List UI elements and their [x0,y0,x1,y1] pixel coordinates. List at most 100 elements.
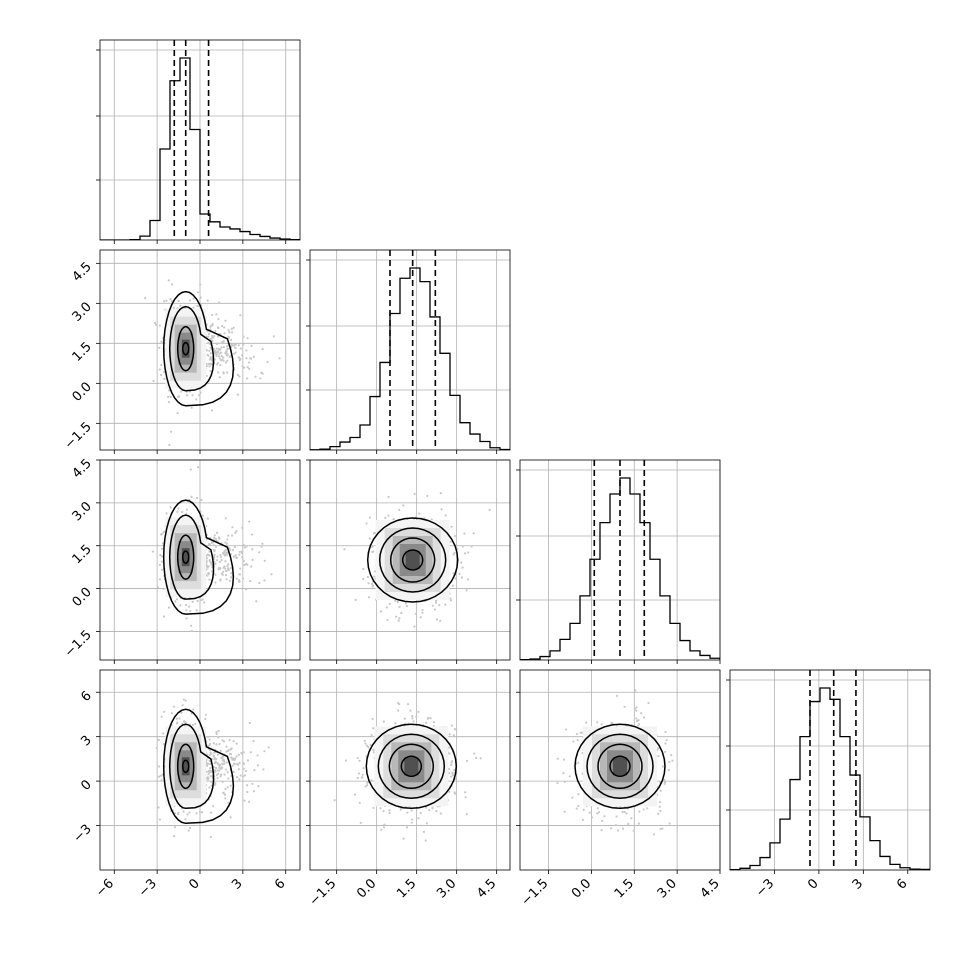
scatter-point [601,820,603,822]
scatter-point [369,516,371,518]
x-tick-label: 3.0 [434,876,459,901]
histogram-step [310,268,510,450]
scatter-point [190,625,192,627]
scatter-point [577,805,579,807]
scatter-point [228,337,230,339]
scatter-point [218,537,220,539]
scatter-point [189,827,191,829]
scatter-point [231,759,233,761]
y-tick-label: −1.5 [62,628,95,661]
scatter-point [197,291,199,293]
scatter-point [158,739,160,741]
scatter-point [207,518,209,520]
scatter-point [603,815,605,817]
scatter-point [176,511,178,513]
scatter-point [224,560,226,562]
scatter-point [250,751,252,753]
scatter-point [246,564,248,566]
scatter-point [253,790,255,792]
scatter-point [466,589,468,591]
scatter-point [388,809,390,811]
scatter-point [664,751,666,753]
scatter-point [227,563,229,565]
scatter-point [215,767,217,769]
scatter-point [196,305,198,307]
scatter-point [438,604,440,606]
panel-3-2: −1.5 0.0 1.5 3.0 4.5 [516,670,723,909]
scatter-point [238,768,240,770]
scatter-point [225,574,227,576]
scatter-point [250,357,252,359]
scatter-point [207,778,209,780]
x-tick-label: 6 [272,876,288,892]
x-tick-label: 0.0 [569,876,594,901]
scatter-point [379,807,381,809]
scatter-point [241,556,243,558]
scatter-point [243,763,245,765]
scatter-point [398,509,400,511]
scatter-point [596,812,598,814]
scatter-point [192,297,194,299]
scatter-point [450,526,452,528]
scatter-point [562,772,564,774]
scatter-point [557,758,559,760]
scatter-point [230,567,232,569]
scatter-point [185,604,187,606]
scatter-point [247,759,249,761]
scatter-point [189,299,191,301]
scatter-point [627,823,629,825]
scatter-point [228,749,230,751]
scatter-point [236,743,238,745]
scatter-point [186,813,188,815]
scatter-point [564,781,566,783]
scatter-point [215,353,217,355]
panel-2-1 [306,460,510,664]
scatter-point [659,801,661,803]
scatter-point [368,596,370,598]
scatter-point [249,580,251,582]
scatter-point [221,739,223,741]
scatter-point [433,721,435,723]
scatter-point [362,767,364,769]
scatter-point [217,318,219,320]
scatter-point [601,829,603,831]
scatter-point [270,573,272,575]
scatter-point [197,466,199,468]
scatter-point [201,811,203,813]
scatter-point [213,549,215,551]
scatter-point [219,376,221,378]
scatter-point [224,320,226,322]
scatter-point [215,743,217,745]
scatter-point [222,792,224,794]
scatter-point [221,757,223,759]
x-tick-label: −1.5 [307,876,340,909]
scatter-point [664,783,666,785]
scatter-point [200,599,202,601]
scatter-point [173,835,175,837]
scatter-point [367,746,369,748]
scatter-point [371,734,373,736]
scatter-point [160,374,162,376]
scatter-point [239,551,241,553]
scatter-point [386,619,388,621]
scatter-point [572,740,574,742]
scatter-point [440,492,442,494]
scatter-point [214,581,216,583]
scatter-point [165,512,167,514]
scatter-point [152,380,154,382]
scatter-point [236,578,238,580]
scatter-point [415,613,417,615]
scatter-point [407,703,409,705]
scatter-point [236,755,238,757]
scatter-point [163,711,165,713]
scatter-point [431,807,433,809]
scatter-point [157,586,159,588]
scatter-point [226,761,228,763]
scatter-point [220,359,222,361]
scatter-point [234,546,236,548]
scatter-point [216,532,218,534]
scatter-point [179,604,181,606]
scatter-point [406,811,408,813]
y-tick-label: 4.5 [70,456,95,481]
scatter-point [230,572,232,574]
